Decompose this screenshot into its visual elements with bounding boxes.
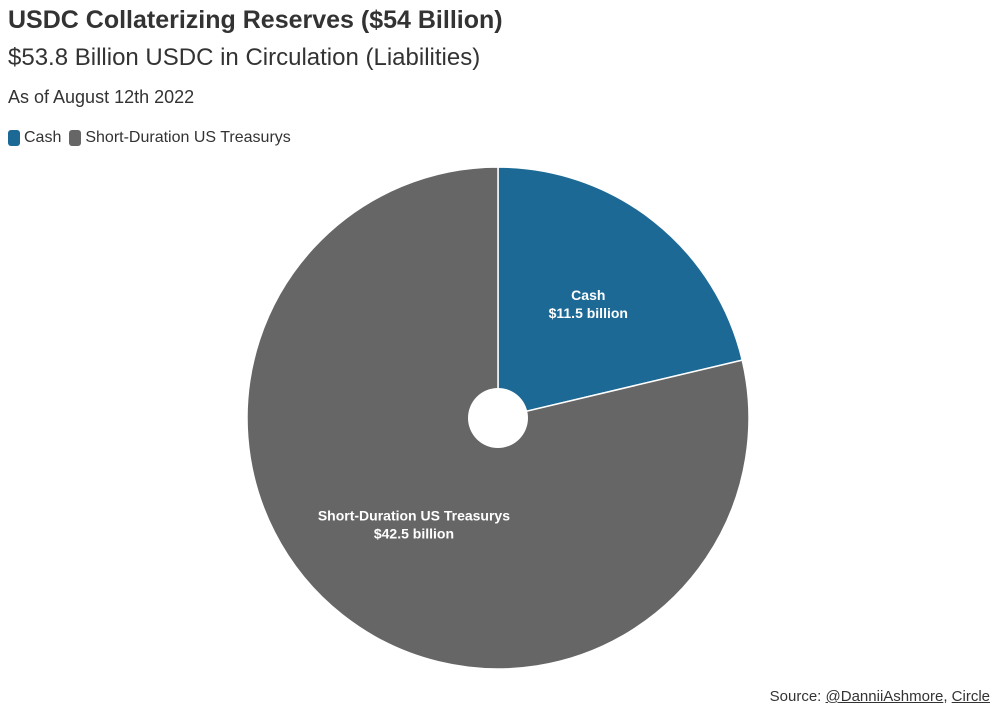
- legend-label-cash: Cash: [24, 129, 62, 146]
- source-credit: Source: @DanniiAshmore, Circle: [770, 688, 990, 705]
- legend-label-treasurys: Short-Duration US Treasurys: [85, 129, 291, 146]
- pie-center-hole: [468, 388, 528, 448]
- legend: Cash Short-Duration US Treasurys: [8, 129, 299, 147]
- source-link-author[interactable]: @DanniiAshmore: [825, 688, 944, 705]
- legend-item-cash[interactable]: Cash: [8, 129, 61, 147]
- chart-title: USDC Collaterizing Reserves ($54 Billion…: [8, 6, 503, 34]
- pie-slice-cash[interactable]: [497, 166, 744, 419]
- source-prefix: Source:: [769, 688, 826, 705]
- chart-date-note: As of August 12th 2022: [8, 87, 195, 107]
- slice-label-cash-value: $11.5 billion: [549, 305, 628, 321]
- slice-label-treasurys-value: $42.5 billion: [374, 525, 454, 541]
- slice-label-treasurys-name: Short-Duration US Treasurys: [318, 507, 510, 523]
- legend-swatch-treasurys: [69, 130, 82, 146]
- slice-label-cash-name: Cash: [571, 287, 605, 303]
- source-separator: ,: [943, 688, 952, 705]
- slice-label-cash: Cash $11.5 billion: [549, 287, 628, 321]
- legend-swatch-cash: [8, 130, 20, 146]
- chart-subtitle: $53.8 Billion USDC in Circulation (Liabi…: [8, 44, 481, 71]
- slice-label-treasurys: Short-Duration US Treasurys $42.5 billion: [318, 507, 510, 541]
- source-link-circle[interactable]: Circle: [951, 688, 990, 705]
- legend-item-treasurys[interactable]: Short-Duration US Treasurys: [69, 129, 291, 147]
